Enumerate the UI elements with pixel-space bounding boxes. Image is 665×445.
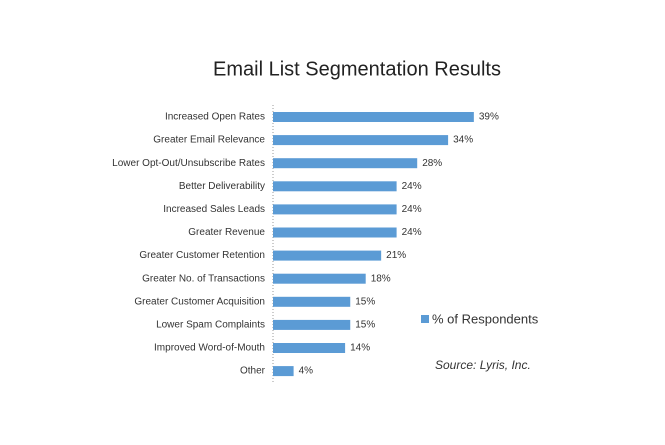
category-label: Greater No. of Transactions: [142, 273, 265, 284]
category-label: Lower Opt-Out/Unsubscribe Rates: [112, 158, 265, 169]
category-label: Greater Customer Retention: [139, 250, 265, 261]
category-label: Better Deliverability: [179, 181, 265, 192]
legend-label: % of Respondents: [432, 311, 539, 326]
bar: [273, 319, 351, 330]
bar: [273, 366, 294, 377]
value-label: 14%: [350, 343, 370, 354]
bar: [273, 296, 351, 307]
value-label: 34%: [453, 135, 473, 146]
category-label: Lower Spam Complaints: [156, 320, 265, 331]
bar: [273, 204, 397, 215]
value-label: 24%: [402, 204, 422, 215]
bar: [273, 273, 366, 284]
category-label: Increased Open Rates: [165, 112, 265, 123]
category-label: Greater Revenue: [188, 227, 265, 238]
bar: [273, 158, 418, 169]
category-label: Greater Customer Acquisition: [134, 296, 265, 307]
value-label: 24%: [402, 227, 422, 238]
value-label: 39%: [479, 112, 499, 123]
value-label: 28%: [422, 158, 442, 169]
value-label: 15%: [355, 296, 375, 307]
value-label: 24%: [402, 181, 422, 192]
annotation: Source: Lyris, Inc.: [435, 358, 531, 372]
bar: [273, 227, 397, 238]
bar: [273, 112, 474, 122]
chart-title: Email List Segmentation Results: [213, 58, 501, 80]
bar: [273, 250, 382, 261]
bar: [273, 135, 449, 146]
value-label: 18%: [371, 273, 391, 284]
category-label: Increased Sales Leads: [163, 204, 265, 215]
category-label: Other: [240, 366, 266, 377]
bar: [273, 343, 346, 353]
value-label: 15%: [355, 320, 375, 331]
legend-swatch: [421, 315, 429, 323]
category-label: Improved Word-of-Mouth: [154, 343, 265, 354]
bar: [273, 181, 397, 192]
value-label: 21%: [386, 250, 406, 261]
value-label: 4%: [299, 366, 314, 377]
category-label: Greater Email Relevance: [153, 135, 265, 146]
